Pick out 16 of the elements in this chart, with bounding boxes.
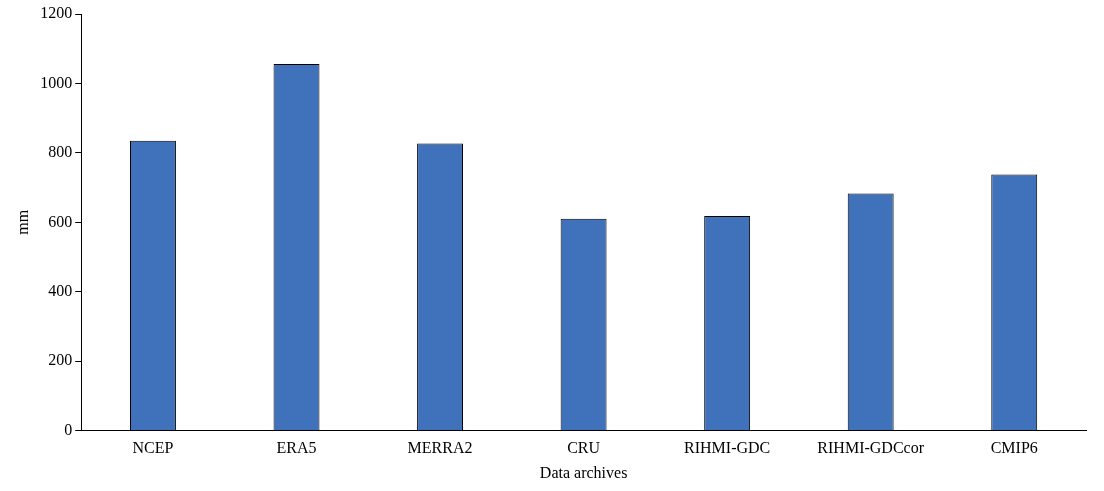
x-tick-label: RIHMI-GDC [684,439,771,457]
x-axis-title: Data archives [539,463,628,481]
x-tick-label: RIHMI-GDCcor [817,439,925,457]
x-tick-label: ERA5 [276,439,317,457]
y-tick-label: 200 [48,351,73,369]
y-axis-title: mm [13,209,31,235]
y-tick-label: 600 [48,212,73,230]
x-tick-label: MERRA2 [407,439,473,457]
y-tick-label: 1000 [40,73,73,91]
y-tick-label: 400 [48,281,73,299]
y-tick-label: 800 [48,143,73,161]
x-tick-label: CRU [567,439,601,457]
y-tick-label: 0 [64,420,73,438]
x-tick-label: CMIP6 [990,439,1038,457]
y-tick-label: 1200 [40,4,73,22]
x-tick-label: NCEP [132,439,174,457]
